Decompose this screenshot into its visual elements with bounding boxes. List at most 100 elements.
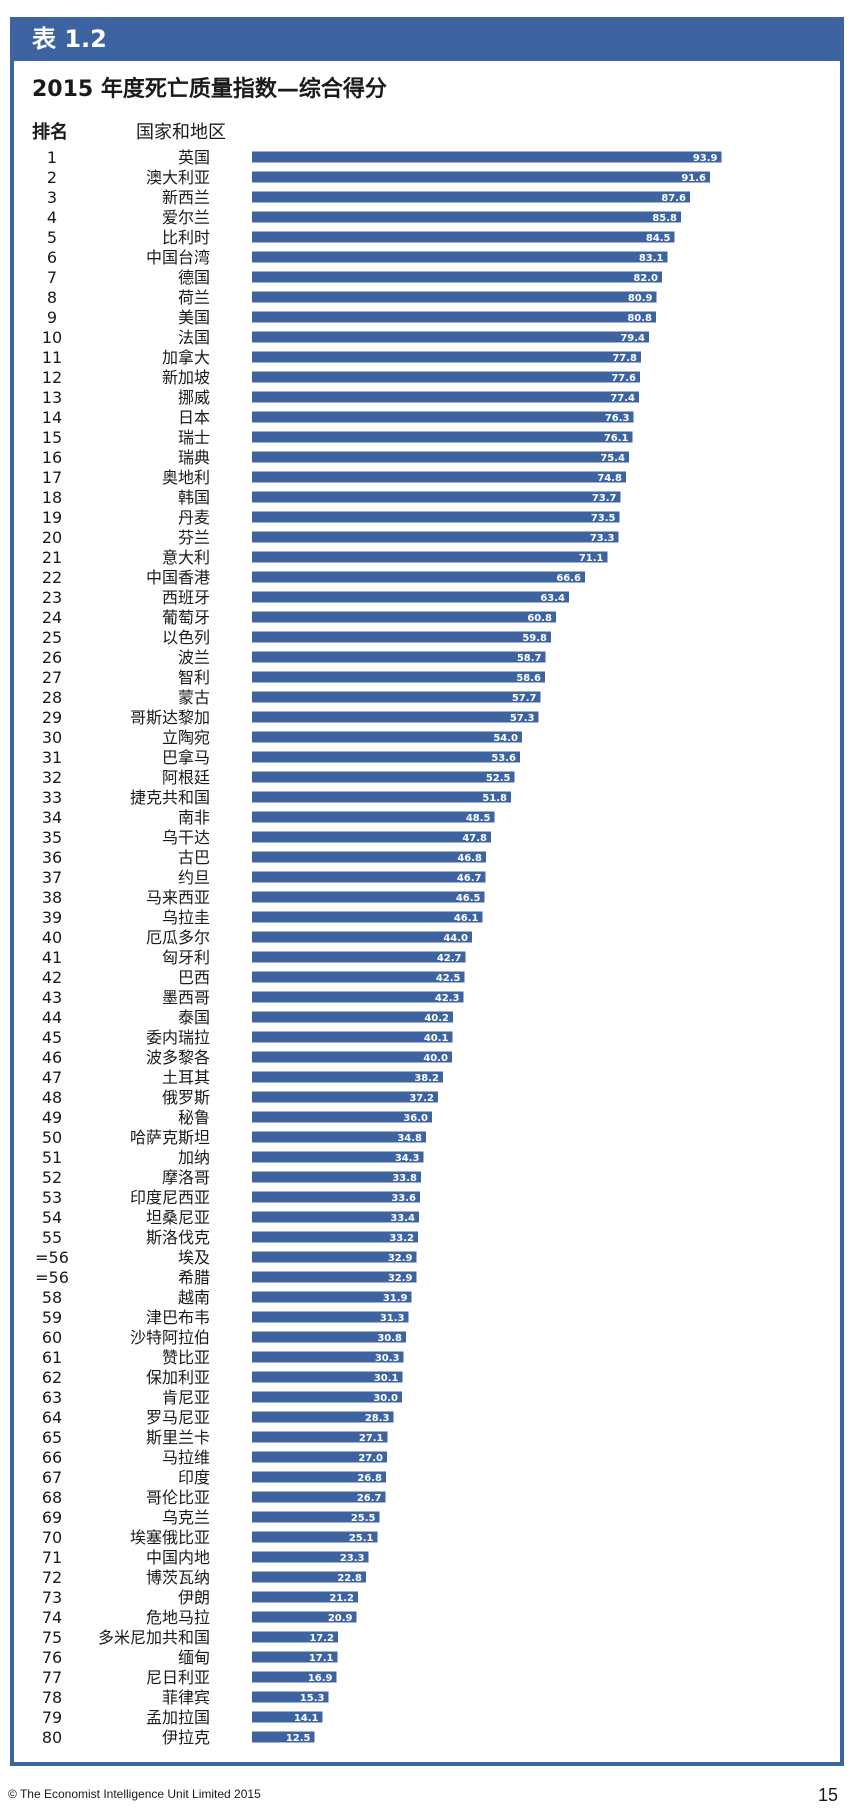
rank-label: 25 [42, 628, 62, 647]
rank-label: 35 [42, 828, 62, 847]
bar [252, 871, 486, 883]
bar [252, 1571, 366, 1583]
rank-label: 39 [42, 908, 62, 927]
country-label: 比利时 [162, 228, 210, 247]
rank-label: 19 [42, 508, 62, 527]
rank-label: 13 [42, 388, 62, 407]
bar-value-label: 27.0 [358, 1453, 383, 1464]
bar [252, 1451, 387, 1463]
rank-label: 61 [42, 1348, 62, 1367]
country-label: 中国内地 [146, 1548, 210, 1567]
rank-label: 4 [47, 208, 57, 227]
header-rule [14, 57, 840, 61]
rank-label: 73 [42, 1588, 62, 1607]
country-label: 中国香港 [146, 568, 210, 587]
bar [252, 531, 619, 543]
rank-label: 67 [42, 1468, 62, 1487]
rank-label: 38 [42, 888, 62, 907]
rank-label: 6 [47, 248, 57, 267]
country-label: 巴西 [178, 968, 210, 987]
country-label: 智利 [178, 668, 210, 687]
bar-value-label: 17.2 [309, 1633, 334, 1644]
country-label: 新加坡 [162, 368, 210, 387]
bar [252, 191, 690, 203]
country-label: 厄瓜多尔 [146, 928, 210, 947]
bar [252, 831, 491, 843]
country-label: 菲律宾 [162, 1688, 210, 1707]
bar-value-label: 30.3 [375, 1353, 400, 1364]
bar [252, 811, 495, 823]
country-label: 危地马拉 [146, 1608, 210, 1627]
country-label: 瑞典 [178, 448, 210, 467]
rank-label: 34 [42, 808, 62, 827]
bar-value-label: 46.5 [456, 893, 481, 904]
rank-label: 80 [42, 1728, 62, 1747]
bar [252, 391, 639, 403]
bar-value-label: 14.1 [294, 1713, 319, 1724]
rank-label: 22 [42, 568, 62, 587]
bar [252, 1171, 421, 1183]
rank-label: 49 [42, 1108, 62, 1127]
country-label: 伊朗 [178, 1588, 210, 1607]
country-label: 捷克共和国 [130, 788, 210, 807]
bar-value-label: 74.8 [597, 473, 622, 484]
bar [252, 1251, 417, 1263]
bar-value-label: 91.6 [681, 173, 706, 184]
rank-label: 7 [47, 268, 57, 287]
bar-value-label: 53.6 [491, 753, 516, 764]
country-label: 新西兰 [162, 188, 210, 207]
rank-label: 17 [42, 468, 62, 487]
bar-value-label: 42.5 [436, 973, 461, 984]
rank-label: 28 [42, 688, 62, 707]
country-label: 以色列 [162, 628, 210, 647]
bar [252, 411, 634, 423]
rank-label: 45 [42, 1028, 62, 1047]
country-label: 瑞士 [178, 428, 210, 447]
country-label: 丹麦 [178, 508, 210, 527]
rank-label: 29 [42, 708, 62, 727]
bar-value-label: 76.3 [605, 413, 630, 424]
rank-label: 53 [42, 1188, 62, 1207]
bar-value-label: 20.9 [328, 1613, 353, 1624]
bar [252, 271, 662, 283]
bar [252, 211, 681, 223]
country-label: 西班牙 [162, 588, 210, 607]
bar [252, 1431, 388, 1443]
bar [252, 351, 641, 363]
bar-value-label: 38.2 [414, 1073, 439, 1084]
bar [252, 931, 472, 943]
country-label: 巴拿马 [162, 748, 210, 767]
country-label: 埃及 [178, 1248, 210, 1267]
bar [252, 1691, 329, 1703]
rank-label: 70 [42, 1528, 62, 1547]
rank-column-header: 排名 [32, 122, 68, 143]
bar-value-label: 34.3 [395, 1153, 420, 1164]
bar-value-label: 80.8 [627, 313, 652, 324]
bar [252, 1591, 358, 1603]
country-label: 波兰 [178, 648, 210, 667]
country-label: 乌拉圭 [162, 908, 210, 927]
bar [252, 851, 486, 863]
bar [252, 491, 621, 503]
bar-value-label: 26.8 [357, 1473, 382, 1484]
country-label: 罗马尼亚 [146, 1408, 210, 1427]
rank-label: =56 [35, 1268, 69, 1287]
bar-value-label: 54.0 [493, 733, 518, 744]
country-label: 法国 [178, 328, 210, 347]
rank-label: 31 [42, 748, 62, 767]
bar [252, 1331, 406, 1343]
rank-label: 8 [47, 288, 57, 307]
bar [252, 751, 520, 763]
bar-value-label: 42.7 [437, 953, 462, 964]
rank-label: 23 [42, 588, 62, 607]
bar-value-label: 77.6 [611, 373, 636, 384]
rank-label: 24 [42, 608, 62, 627]
bar [252, 331, 649, 343]
bar-value-label: 21.2 [329, 1593, 354, 1604]
rank-label: 37 [42, 868, 62, 887]
bar [252, 1411, 394, 1423]
country-label: 埃塞俄比亚 [130, 1528, 210, 1547]
bar-value-label: 52.5 [486, 773, 511, 784]
bar [252, 1311, 409, 1323]
header-band [14, 21, 840, 57]
